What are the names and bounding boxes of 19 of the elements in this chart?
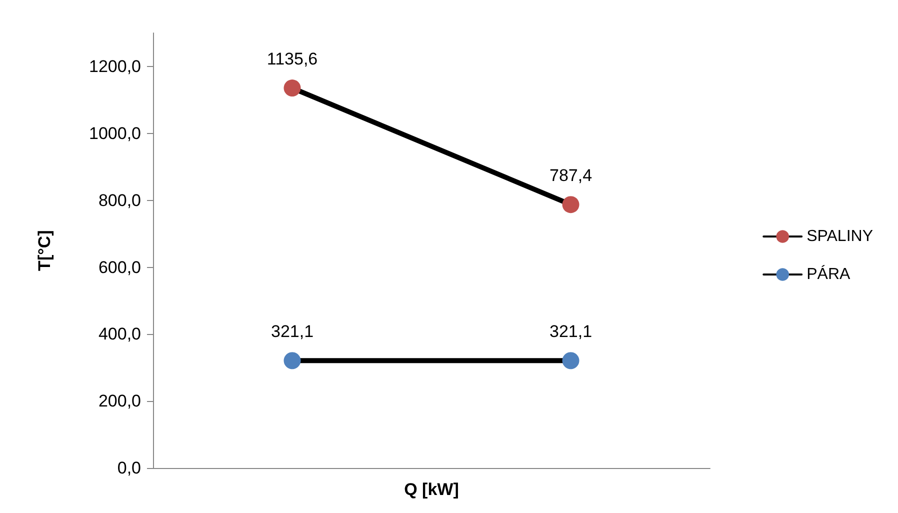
y-tick-label: 600,0 [98, 258, 141, 277]
y-tick-label: 400,0 [98, 324, 141, 344]
legend-label: PÁRA [806, 265, 850, 283]
point [284, 80, 301, 97]
data-label: 1135,6 [266, 50, 318, 69]
y-axis-title: T[°C] [35, 230, 54, 271]
y-tick-label: 1000,0 [89, 124, 141, 143]
data-label: 787,4 [549, 166, 592, 186]
point [284, 352, 301, 370]
point [562, 352, 580, 370]
point [562, 196, 580, 214]
y-tick-label: 0,0 [117, 458, 141, 478]
legend-label: SPALINY [806, 228, 874, 245]
data-label: 321,1 [270, 322, 314, 342]
y-tick-label: 200,0 [98, 392, 141, 411]
data-label: 321,1 [549, 322, 592, 342]
y-tick-label: 800,0 [98, 190, 141, 210]
x-axis-title: Q [kW] [404, 480, 459, 499]
y-tick-label: 1200,0 [89, 56, 141, 76]
